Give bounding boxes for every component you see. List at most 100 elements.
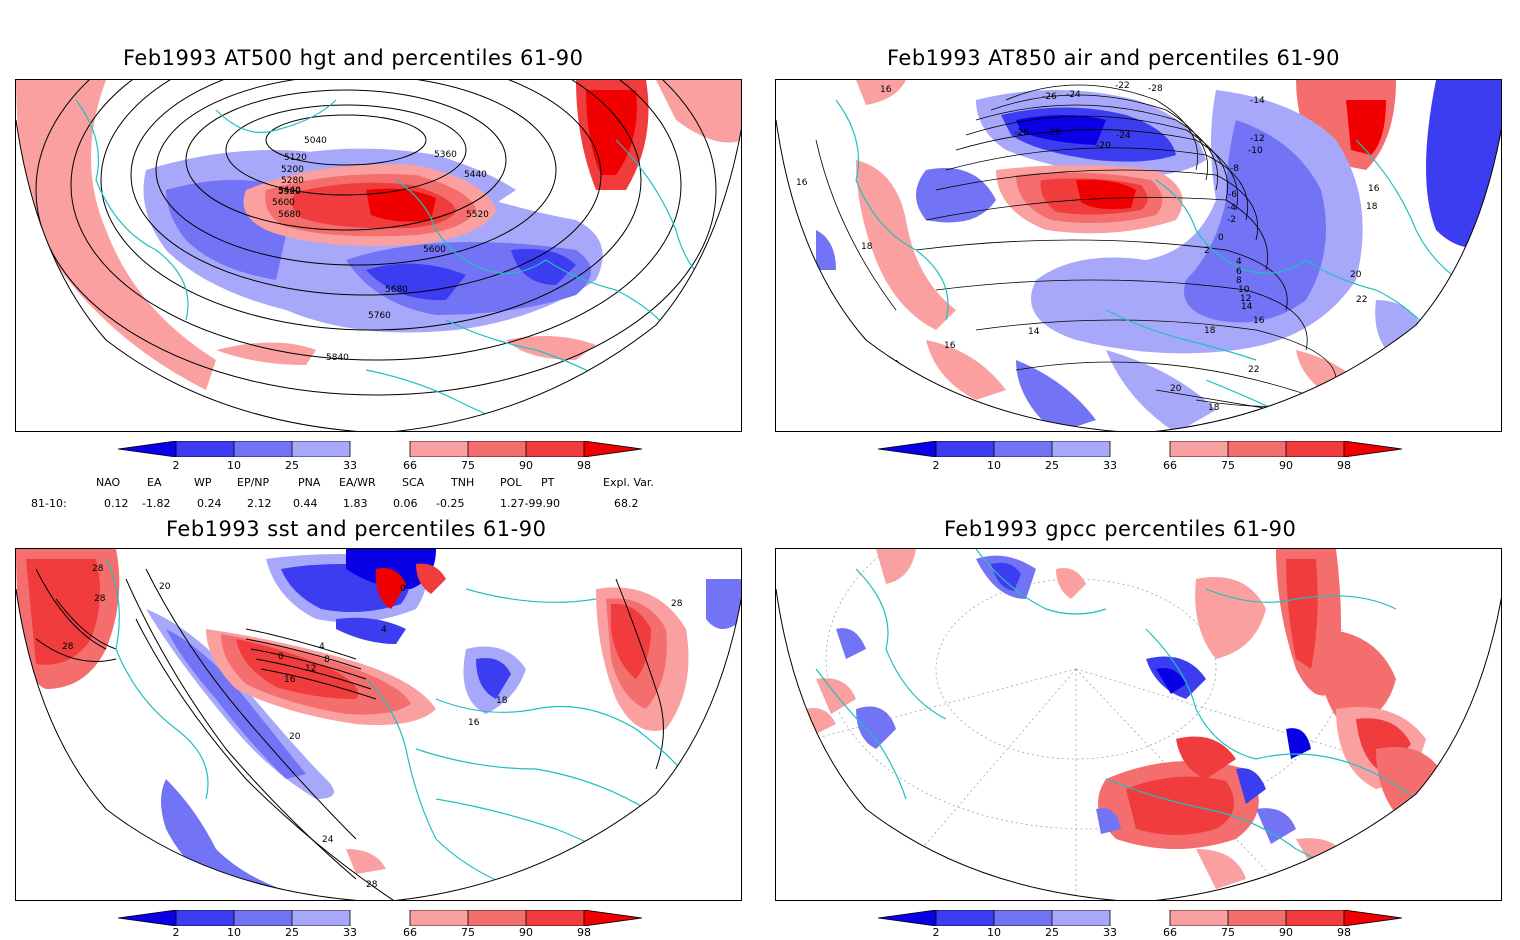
contour-label: 24: [322, 835, 334, 845]
index-value: 1.27-99.90: [500, 497, 560, 510]
map-panel-gpcc: [775, 548, 1502, 901]
index-value: -0.25: [436, 497, 465, 510]
contour-label: 22: [1356, 295, 1367, 305]
contour-label: 5840: [326, 353, 349, 363]
colorbar-top-right-bar: [877, 440, 1403, 458]
contour-label: 16: [880, 85, 892, 95]
panel-title-hgt: Feb1993 AT500 hgt and percentiles 61-90: [123, 46, 584, 70]
colorbar-tick: 25: [1045, 459, 1059, 472]
contour-label: 12: [1240, 294, 1251, 304]
colorbar-tick: 10: [987, 926, 1001, 939]
contour-label: 5600: [423, 245, 446, 255]
contour-label: 16: [944, 341, 956, 351]
colorbar-tick: 75: [1221, 459, 1235, 472]
colorbar-tick: 75: [1221, 926, 1235, 939]
index-header: NAO: [96, 476, 121, 489]
contour-label: 0: [278, 652, 284, 662]
map-sst: 28 28 28 20 0 4 8 12 16 20 24 28 16 18 4…: [16, 549, 741, 900]
contour-label: -26: [1014, 128, 1029, 138]
contour-label: 20: [1350, 270, 1362, 280]
contour-label: 28: [366, 880, 378, 890]
index-value: 0.12: [104, 497, 129, 510]
contour-label: 5520: [466, 210, 489, 220]
contour-label: -22: [1115, 81, 1130, 91]
colorbar-bottom-right-bar: [877, 909, 1403, 927]
map-air: 16 -26 -24 -28 -26 -14 -12 -10 -8 -6 -4 …: [776, 80, 1501, 431]
index-header: EA: [147, 476, 162, 489]
contour-label: -4: [1227, 203, 1236, 213]
contour-label: -8: [1230, 164, 1239, 174]
index-header: POL: [500, 476, 522, 489]
colorbar-tick: 25: [285, 459, 299, 472]
contour-label: 0: [1218, 233, 1224, 243]
index-row-label: 81-10:: [31, 497, 67, 510]
colorbar-tick: 75: [461, 459, 475, 472]
contour-label: 5280: [281, 176, 304, 186]
panel-title-air: Feb1993 AT850 air and percentiles 61-90: [887, 46, 1340, 70]
index-value: 1.83: [343, 497, 368, 510]
map-panel-hgt: 5040 5120 5200 5280 5360 5440 5520 5600 …: [15, 79, 742, 432]
colorbar-tick: 66: [403, 459, 417, 472]
colorbar-tick: 90: [1279, 926, 1293, 939]
contour-label: -12: [1250, 134, 1265, 144]
index-header: PNA: [298, 476, 321, 489]
colorbar-top-bar: [117, 440, 643, 458]
colorbar-tick: 98: [1337, 459, 1351, 472]
contour-label: -2: [1227, 215, 1236, 225]
contour-label: 28: [92, 564, 104, 574]
contour-label: 14: [1028, 327, 1040, 337]
contour-label: -26: [1042, 92, 1057, 102]
index-header: WP: [194, 476, 212, 489]
contour-label: -20: [1096, 141, 1111, 151]
contour-label: 8: [324, 655, 330, 665]
colorbar-tick: 10: [227, 459, 241, 472]
index-header: TNH: [451, 476, 475, 489]
map-panel-sst: 28 28 28 20 0 4 8 12 16 20 24 28 16 18 4…: [15, 548, 742, 901]
contour-label: 5600: [272, 198, 295, 208]
colorbar-tick: 98: [1337, 926, 1351, 939]
contour-label: 16: [796, 178, 808, 188]
map-panel-air: 16 -26 -24 -28 -26 -14 -12 -10 -8 -6 -4 …: [775, 79, 1502, 432]
contour-label: 12: [305, 664, 316, 674]
index-value: 68.2: [614, 497, 639, 510]
contour-label: 16: [284, 675, 296, 685]
colorbar-tick: 2: [172, 459, 180, 472]
contour-label: 5760: [368, 311, 391, 321]
colorbar-tick: 10: [227, 926, 241, 939]
colorbar-tick: 33: [1103, 459, 1117, 472]
colorbar-tick: 33: [1103, 926, 1117, 939]
colorbar-bottom-left: 2 10 25 33 66 75 90 98: [117, 909, 643, 940]
contour-label: 5040: [304, 136, 327, 146]
contour-label: 18: [496, 696, 508, 706]
index-value: 0.06: [393, 497, 418, 510]
colorbar-tick: 2: [932, 459, 940, 472]
contour-label: 18: [1366, 202, 1378, 212]
colorbar-tick: 25: [285, 926, 299, 939]
contour-label: 18: [1208, 403, 1220, 413]
contour-label: -26: [1046, 128, 1061, 138]
colorbar-tick: 98: [577, 926, 591, 939]
panel-title-gpcc: Feb1993 gpcc percentiles 61-90: [944, 517, 1297, 541]
contour-label: 4: [1236, 257, 1242, 267]
index-header: PT: [541, 476, 555, 489]
index-value: 0.24: [197, 497, 222, 510]
colorbar-tick: 25: [1045, 926, 1059, 939]
contour-label: 18: [861, 242, 873, 252]
contour-label: 0: [400, 584, 406, 594]
colorbar-top: 2 10 25 33 66 75 90 98: [117, 440, 643, 473]
contour-label: 16: [468, 718, 480, 728]
colorbar-tick: 33: [343, 459, 357, 472]
map-gpcc: [776, 549, 1501, 900]
contour-label: 2: [1204, 246, 1210, 256]
contour-label: 20: [289, 732, 301, 742]
contour-label: 5440: [464, 170, 487, 180]
index-header: SCA: [402, 476, 425, 489]
colorbar-tick: 2: [172, 926, 180, 939]
contour-label: 5200: [281, 165, 304, 175]
contour-label: 4: [381, 625, 387, 635]
panel-title-sst: Feb1993 sst and percentiles 61-90: [166, 517, 547, 541]
colorbar-tick: 2: [932, 926, 940, 939]
contour-label: 5120: [284, 153, 307, 163]
colorbar-tick: 90: [519, 459, 533, 472]
colorbar-tick: 90: [1279, 459, 1293, 472]
